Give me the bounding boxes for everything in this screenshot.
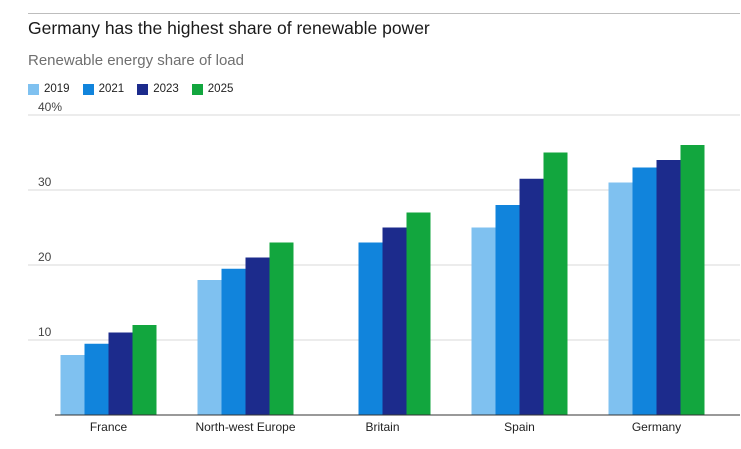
legend-label-2025: 2025 — [207, 83, 234, 95]
bar-north-west-europe-2025 — [269, 242, 294, 415]
legend-label-2021: 2021 — [98, 83, 125, 95]
legend-swatch-2021 — [82, 83, 94, 95]
x-category-label-germany: Germany — [632, 420, 681, 434]
y-tick-label-30: 30 — [38, 175, 52, 189]
x-category-label-britain: Britain — [365, 420, 399, 434]
legend-item-2021: 2021 — [82, 83, 125, 95]
bar-north-west-europe-2023 — [245, 257, 270, 415]
bar-spain-2019 — [471, 227, 496, 415]
bar-britain-2023 — [382, 227, 407, 415]
legend-item-2023: 2023 — [137, 83, 179, 95]
bar-britain-2025 — [406, 212, 431, 415]
bar-germany-2021 — [632, 167, 657, 415]
bar-germany-2025 — [680, 145, 705, 415]
legend-swatch-2019 — [28, 83, 39, 95]
chart-title: Germany has the highest share of renewab… — [28, 18, 430, 38]
bar-france-2025 — [132, 325, 157, 415]
bar-north-west-europe-2021 — [221, 268, 246, 415]
legend-label-2023: 2023 — [153, 83, 179, 95]
bar-spain-2021 — [495, 205, 520, 415]
y-tick-label-20: 20 — [38, 250, 52, 264]
chart-subtitle: Renewable energy share of load — [28, 52, 244, 69]
x-category-label-spain: Spain — [504, 420, 535, 434]
legend-item-2019: 2019 — [28, 83, 70, 95]
top-rule — [28, 13, 740, 14]
legend-swatch-2025 — [191, 83, 203, 95]
legend: 2019 2021 2023 2025 — [28, 83, 246, 95]
x-category-label-north-west-europe: North-west Europe — [195, 420, 295, 434]
y-tick-label-10: 10 — [38, 325, 52, 339]
bar-north-west-europe-2019 — [197, 280, 222, 415]
bar-spain-2023 — [519, 178, 544, 415]
y-tick-label-40: 40% — [38, 100, 62, 114]
legend-item-2025: 2025 — [191, 83, 234, 95]
legend-swatch-2023 — [137, 83, 149, 95]
legend-label-2019: 2019 — [44, 83, 70, 95]
bar-france-2021 — [84, 343, 109, 415]
bar-france-2023 — [108, 332, 133, 415]
bar-germany-2023 — [656, 160, 681, 415]
bar-spain-2025 — [543, 152, 568, 415]
x-category-label-france: France — [90, 420, 128, 434]
bar-germany-2019 — [608, 182, 633, 415]
bar-britain-2021 — [358, 242, 383, 415]
bar-france-2019 — [60, 355, 85, 415]
